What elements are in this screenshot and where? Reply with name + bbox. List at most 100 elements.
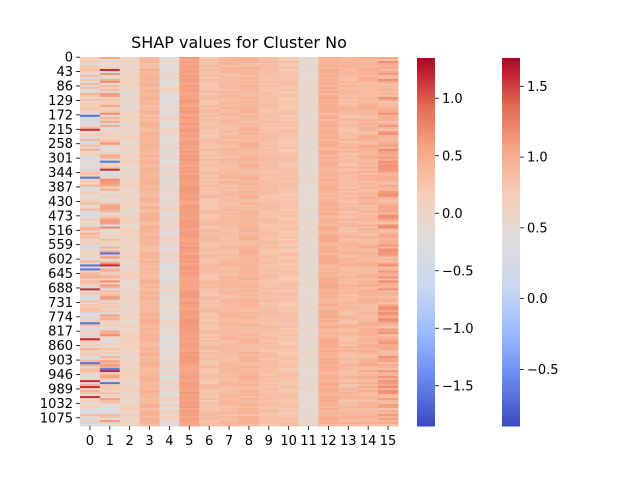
heatmap-cell [80,218,101,221]
colorbar-gradient-segment [417,196,435,200]
heatmap-cell [159,354,180,357]
heatmap-cell [239,156,260,160]
colorbar-gradient-segment [502,125,520,130]
heatmap-cell [239,188,260,192]
heatmap-cell [80,96,101,100]
heatmap-cell [258,192,280,196]
colorbar-gradient-segment [502,367,520,372]
x-tick-label: 6 [205,434,213,449]
heatmap-cell [80,334,101,337]
heatmap-cell [239,256,260,259]
heatmap-cell [219,290,240,293]
colorbar-gradient-segment [417,79,435,84]
heatmap-cell [139,186,160,190]
heatmap-cell [199,336,220,339]
heatmap-cell [199,272,220,275]
heatmap-cell [298,392,319,395]
heatmap-cell [258,144,280,148]
heatmap-column-9 [258,57,280,427]
heatmap-cell [258,232,280,235]
heatmap-cell [358,366,379,369]
heatmap-cell [378,292,399,295]
heatmap-cell [139,198,160,202]
heatmap-cell [278,212,300,215]
x-tick-label: 4 [165,434,173,449]
heatmap-cell [219,348,240,351]
heatmap-cell [258,284,280,287]
heatmap-cell [80,116,101,120]
heatmap-cell [239,114,260,118]
heatmap-cell [99,358,121,361]
heatmap-cell [179,154,200,158]
heatmap-cell [358,286,379,289]
heatmap-cell [179,324,200,327]
colorbar-gradient-segment [417,85,435,90]
heatmap-cell [99,108,121,112]
heatmap-cell [219,380,240,383]
colorbar-gradient-segment [417,61,435,65]
heatmap-cell [119,340,141,343]
heatmap-cell [358,84,379,88]
heatmap-cell [278,256,300,259]
colorbar-gradient-segment [502,306,520,310]
heatmap-cell [378,226,399,229]
heatmap-cell [358,370,379,373]
heatmap-cell [338,362,359,365]
heatmap-cell [318,246,339,249]
heatmap-cell [318,286,339,289]
heatmap-cell [179,84,200,88]
heatmap-cell [80,104,101,108]
heatmap-cell [298,182,319,186]
heatmap-cell [338,164,359,168]
heatmap-cell [159,402,180,405]
heatmap-cell [338,368,359,371]
heatmap-cell [338,256,359,259]
heatmap-cell [219,98,240,102]
heatmap-cell [318,104,339,108]
heatmap-cell [378,390,399,393]
heatmap-cell [199,70,220,74]
heatmap-cell [298,160,319,164]
heatmap-cell [358,400,379,403]
heatmap-cell [298,214,319,217]
heatmap-cell [199,152,220,156]
heatmap-cell [159,134,180,138]
heatmap-cell [99,276,121,279]
heatmap-cell [139,166,160,170]
heatmap-cell [258,254,280,257]
heatmap-cell [239,342,260,345]
heatmap-cell [159,224,180,227]
colorbar-gradient-segment [502,168,520,172]
heatmap-cell [219,78,240,82]
heatmap-cell [378,88,399,92]
heatmap-cell [139,378,160,381]
heatmap-cell [119,384,141,387]
heatmap-cell [258,80,280,84]
heatmap-cell [219,404,240,407]
heatmap-cell [139,364,160,367]
colorbar-gradient-segment [502,269,520,274]
heatmap-cell [298,58,319,62]
heatmap-cell [278,366,300,369]
heatmap-cell [239,230,260,233]
heatmap-cell [378,90,399,94]
colorbar-gradient-segment [417,232,435,237]
heatmap-cell [239,158,260,162]
heatmap-cell [358,252,379,255]
heatmap-cell [119,64,141,68]
heatmap-cell [99,244,121,247]
heatmap-cell [378,322,399,325]
heatmap-cell [239,74,260,78]
heatmap-cell [258,286,280,289]
heatmap-cell [119,98,141,102]
heatmap-cell [338,192,359,196]
heatmap-cell [219,302,240,305]
heatmap-cell [99,194,121,198]
heatmap-cell [159,126,180,130]
heatmap-cell [318,150,339,154]
heatmap-cell [139,120,160,124]
heatmap-cell [318,202,339,205]
heatmap-cell [338,144,359,148]
heatmap-column-3 [139,57,160,427]
heatmap-cell [358,118,379,122]
